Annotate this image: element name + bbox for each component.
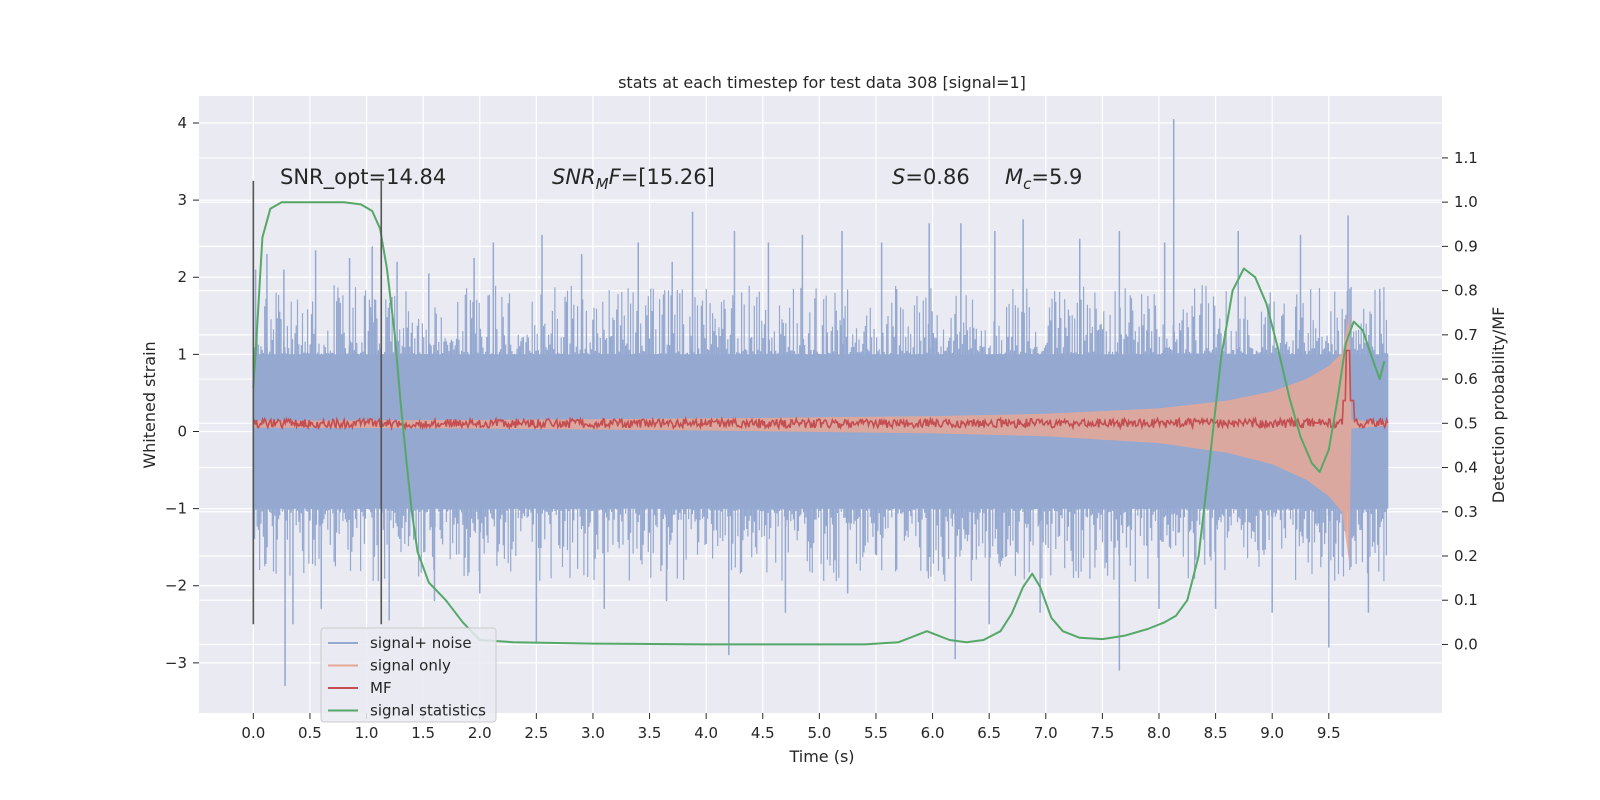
y2-tick-label: 0.0 [1454, 635, 1478, 653]
s-value: =0.86 [905, 165, 969, 189]
x-axis-title: Time (s) [788, 747, 854, 766]
chart-title: stats at each timestep for test data 308… [618, 73, 1026, 92]
y-tick-label: 3 [177, 191, 187, 209]
y2-axis-title: Detection probability/MF [1489, 307, 1508, 504]
mc-annotation: Mc=5.9 [1005, 165, 1082, 193]
legend-label: signal only [370, 657, 451, 675]
y-tick-label: 2 [177, 268, 187, 286]
x-tick-label: 5.0 [807, 724, 831, 742]
x-tick-label: 2.5 [524, 724, 548, 742]
y2-tick-label: 1.0 [1454, 193, 1478, 211]
y2-tick-label: 0.9 [1454, 237, 1478, 255]
snr-mf-annotation: SNRMF=[15.26] [552, 165, 715, 193]
signal-statistics-line [252, 201, 1386, 646]
x-tick-label: 8.0 [1147, 724, 1171, 742]
x-tick-label: 9.5 [1317, 724, 1341, 742]
x-tick-label: 1.0 [355, 724, 379, 742]
x-tick-label: 0.0 [241, 724, 265, 742]
y2-tick-label: 0.5 [1454, 414, 1478, 432]
mc-value: =5.9 [1031, 165, 1082, 189]
mc-symbol: M [1005, 165, 1023, 189]
y-tick-label: −1 [165, 500, 187, 518]
s-symbol: S [892, 165, 905, 189]
legend-label: signal+ noise [370, 634, 472, 652]
y2-tick-label: 0.6 [1454, 370, 1478, 388]
y-tick-label: −3 [165, 654, 187, 672]
mc-subscript: c [1023, 175, 1032, 193]
series-signal-statistics [252, 201, 1386, 646]
y2-tick-label: 0.1 [1454, 591, 1478, 609]
y2-tick-label: 0.7 [1454, 326, 1478, 344]
x-tick-label: 8.5 [1204, 724, 1228, 742]
x-tick-label: 5.5 [864, 724, 888, 742]
x-tick-label: 9.0 [1260, 724, 1284, 742]
snr-opt-annotation: SNR_opt=14.84 [280, 165, 446, 190]
snr-mf-symbol: SNR [552, 165, 596, 189]
s-annotation: S=0.86 [892, 165, 970, 189]
snr-mf-tail: F [609, 165, 622, 189]
mf-trace [252, 349, 1389, 431]
legend-label: MF [370, 679, 392, 697]
snr-mf-value: =[15.26] [621, 165, 715, 189]
y-tick-label: 1 [177, 345, 187, 363]
snr-mf-subscript: M [596, 175, 609, 193]
y2-tick-label: 0.3 [1454, 503, 1478, 521]
x-tick-label: 4.0 [694, 724, 718, 742]
x-tick-label: 7.5 [1090, 724, 1114, 742]
y2-tick-label: 1.1 [1454, 149, 1478, 167]
y-tick-label: 0 [177, 422, 187, 440]
y2-tick-label: 0.2 [1454, 547, 1478, 565]
x-tick-label: 7.0 [1034, 724, 1058, 742]
x-tick-label: 2.0 [468, 724, 492, 742]
y-axis-title: Whitened strain [140, 341, 159, 468]
series-mf [252, 349, 1389, 431]
x-tick-label: 3.0 [581, 724, 605, 742]
annotations: SNR_opt=14.84 SNRMF=[15.26] S=0.86 Mc=5.… [280, 165, 1082, 193]
series-layer [252, 119, 1389, 687]
y-tick-label: −2 [165, 577, 187, 595]
vertical-markers [252, 180, 383, 625]
axes: 0.0 0.5 1.0 1.5 2.0 2.5 3.0 3.5 4.0 4.5 5.0 5.5 6.0 6… [165, 114, 1478, 742]
y2-tick-label: 0.8 [1454, 282, 1478, 300]
x-tick-label: 6.0 [921, 724, 945, 742]
x-tick-label: 6.5 [977, 724, 1001, 742]
y-tick-label: 4 [177, 114, 187, 132]
x-tick-label: 0.5 [298, 724, 322, 742]
signal-only-envelope [253, 311, 1388, 564]
legend-label: signal statistics [370, 702, 486, 720]
series-signal-only [253, 311, 1388, 564]
legend: signal+ noise signal only MF signal statist… [320, 627, 497, 723]
x-tick-label: 1.5 [411, 724, 435, 742]
x-tick-label: 3.5 [638, 724, 662, 742]
y2-tick-label: 0.4 [1454, 459, 1478, 477]
x-tick-label: 4.5 [751, 724, 775, 742]
legend-box [320, 627, 497, 723]
